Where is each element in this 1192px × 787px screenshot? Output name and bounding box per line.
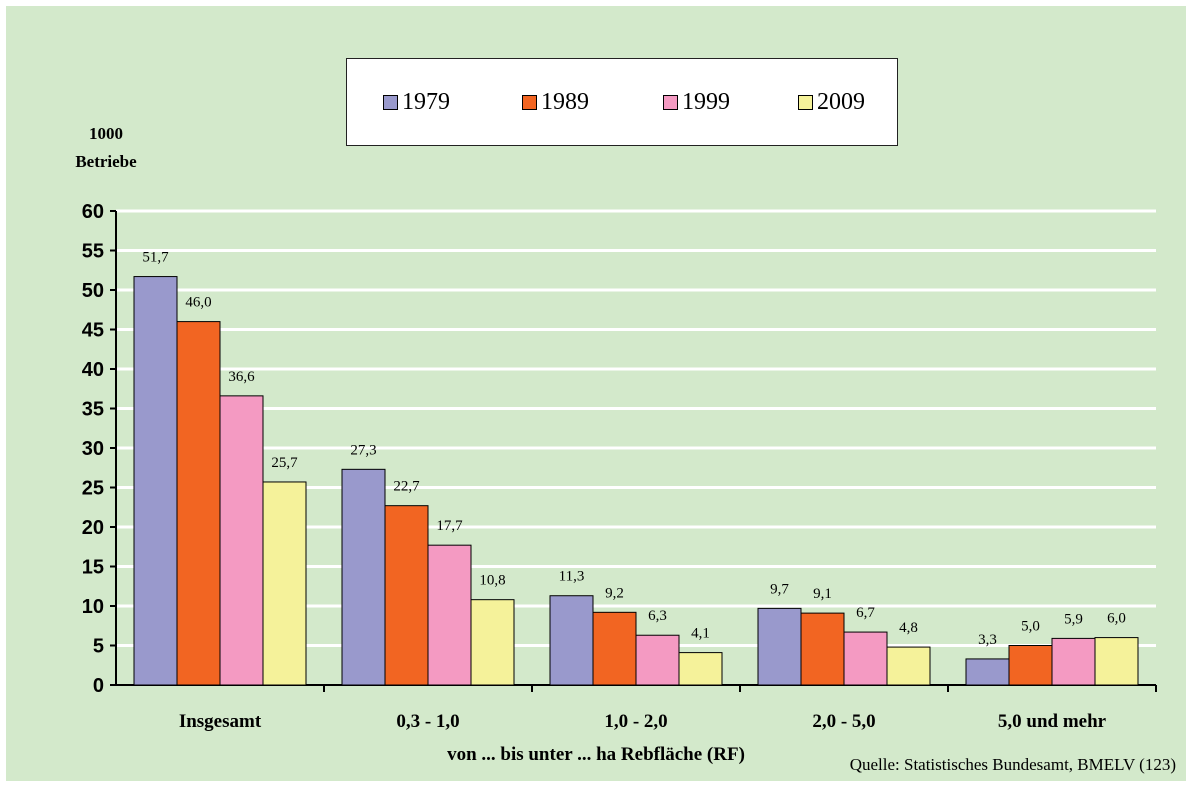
data-label: 51,7 <box>142 250 169 266</box>
bar <box>843 631 888 686</box>
bar <box>133 276 178 686</box>
data-label: 6,7 <box>856 605 875 621</box>
bar <box>384 505 429 686</box>
bar <box>1094 637 1139 686</box>
legend-item-1979: 1979 <box>383 89 450 116</box>
bar <box>219 395 264 686</box>
x-tick-label: 2,0 - 5,0 <box>812 711 875 732</box>
bar <box>965 658 1010 686</box>
chart-legend: 1979 1989 1999 2009 <box>346 58 898 146</box>
bar <box>1051 637 1096 686</box>
chart-frame: 0 5 10 15 20 25 30 35 40 45 50 55 60 51,7 46,0 36,6 25,7… <box>6 6 1186 781</box>
legend-label-1989: 1989 <box>541 89 589 115</box>
bar <box>800 612 845 686</box>
y-tick-label: 55 <box>82 241 104 263</box>
y-tick-label: 45 <box>82 320 104 342</box>
data-label: 9,1 <box>813 586 832 602</box>
data-label: 5,0 <box>1021 619 1040 635</box>
data-label: 9,2 <box>605 585 624 601</box>
bar <box>176 321 221 686</box>
legend-label-1999: 1999 <box>682 89 730 115</box>
data-label: 4,8 <box>899 620 918 636</box>
bar <box>678 652 723 686</box>
bar <box>427 544 472 686</box>
bar <box>341 468 386 686</box>
data-label: 36,6 <box>228 369 255 385</box>
source-note: Quelle: Statistisches Bundesamt, BMELV (… <box>849 755 1176 774</box>
bar <box>262 481 307 686</box>
data-label: 17,7 <box>436 518 463 534</box>
data-label: 11,3 <box>559 569 585 585</box>
data-label: 6,3 <box>648 608 667 624</box>
y-tick-label: 15 <box>82 557 104 579</box>
x-tick-label: 0,3 - 1,0 <box>396 711 459 732</box>
bar <box>1008 645 1053 686</box>
legend-item-2009: 2009 <box>798 89 865 116</box>
legend-swatch-1989 <box>522 95 537 110</box>
data-label: 10,8 <box>479 573 505 589</box>
data-label: 22,7 <box>393 479 420 495</box>
legend-label-2009: 2009 <box>817 89 865 115</box>
x-tick-label: Insgesamt <box>179 711 262 732</box>
y-tick-label: 0 <box>93 675 104 697</box>
data-label: 5,9 <box>1064 611 1083 627</box>
chart-plot: 0 5 10 15 20 25 30 35 40 45 50 55 60 51,7 46,0 36,6 25,7… <box>82 201 1157 732</box>
legend-item-1989: 1989 <box>522 89 589 116</box>
data-label: 4,1 <box>691 626 710 642</box>
y-tick-label: 60 <box>82 201 104 223</box>
y-tick-label: 20 <box>82 517 104 539</box>
data-label: 6,0 <box>1107 611 1126 627</box>
legend-swatch-2009 <box>798 95 813 110</box>
y-tick-label: 40 <box>82 359 104 381</box>
legend-label-1979: 1979 <box>402 89 450 115</box>
bar <box>592 611 637 686</box>
y-unit-label-line1: 1000 <box>89 124 123 143</box>
data-label: 27,3 <box>350 442 376 458</box>
bar <box>470 599 515 686</box>
bar <box>757 607 802 686</box>
data-label: 25,7 <box>271 455 298 471</box>
y-tick-label: 10 <box>82 596 104 618</box>
x-tick-label: 5,0 und mehr <box>998 711 1107 732</box>
y-tick-label: 35 <box>82 399 104 421</box>
y-tick-label: 50 <box>82 280 104 302</box>
bar <box>886 646 931 686</box>
bar <box>549 595 594 686</box>
x-axis-title: von ... bis unter ... ha Rebfläche (RF) <box>447 744 745 765</box>
data-label: 9,7 <box>770 581 789 597</box>
legend-swatch-1979 <box>383 95 398 110</box>
y-unit-label-line2: Betriebe <box>75 152 137 171</box>
data-label: 46,0 <box>185 295 211 311</box>
y-tick-label: 25 <box>82 478 104 500</box>
bar <box>635 634 680 686</box>
y-tick-label: 30 <box>82 438 104 460</box>
data-label: 3,3 <box>978 632 997 648</box>
y-tick-label: 5 <box>93 636 104 658</box>
legend-item-1999: 1999 <box>663 89 730 116</box>
x-tick-label: 1,0 - 2,0 <box>604 711 667 732</box>
legend-swatch-1999 <box>663 95 678 110</box>
